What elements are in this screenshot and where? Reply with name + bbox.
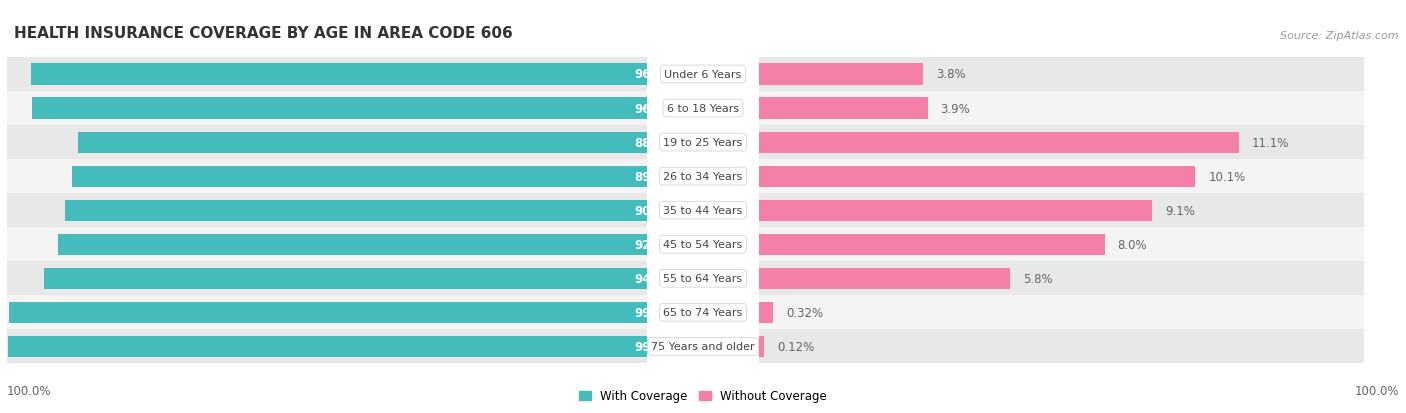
Text: 96.2%: 96.2% — [634, 68, 675, 81]
Bar — [7, 330, 647, 363]
Text: HEALTH INSURANCE COVERAGE BY AGE IN AREA CODE 606: HEALTH INSURANCE COVERAGE BY AGE IN AREA… — [14, 26, 513, 41]
Text: 90.9%: 90.9% — [634, 204, 675, 217]
Bar — [7, 261, 647, 296]
Text: 55 to 64 Years: 55 to 64 Years — [664, 273, 742, 284]
Bar — [79, 132, 647, 153]
Bar — [31, 64, 647, 85]
Bar — [759, 234, 1105, 255]
Text: 0.32%: 0.32% — [786, 306, 823, 319]
Bar — [7, 336, 647, 357]
Bar — [759, 194, 1364, 228]
Bar — [32, 98, 647, 119]
Text: 8.0%: 8.0% — [1118, 238, 1147, 251]
Bar — [759, 98, 928, 119]
Bar — [759, 160, 1364, 194]
Bar — [759, 330, 1364, 363]
Bar — [759, 166, 1195, 187]
Bar — [8, 302, 647, 323]
Text: 96.1%: 96.1% — [634, 102, 675, 115]
Text: 75 Years and older: 75 Years and older — [651, 342, 755, 351]
Bar — [759, 268, 1010, 289]
Bar — [72, 166, 647, 187]
Text: 10.1%: 10.1% — [1208, 170, 1246, 183]
Bar — [65, 200, 647, 221]
Text: 94.2%: 94.2% — [634, 272, 675, 285]
Bar — [759, 200, 1152, 221]
Bar — [7, 160, 647, 194]
Bar — [759, 228, 1364, 261]
Text: 26 to 34 Years: 26 to 34 Years — [664, 172, 742, 182]
Text: 100.0%: 100.0% — [7, 384, 52, 397]
Bar — [759, 296, 1364, 330]
Legend: With Coverage, Without Coverage: With Coverage, Without Coverage — [574, 385, 832, 407]
Text: 9.1%: 9.1% — [1166, 204, 1195, 217]
Text: 3.8%: 3.8% — [936, 68, 966, 81]
Bar — [7, 194, 647, 228]
Bar — [58, 234, 647, 255]
Bar — [7, 92, 647, 126]
Text: 89.9%: 89.9% — [634, 170, 675, 183]
Bar — [7, 296, 647, 330]
Text: Source: ZipAtlas.com: Source: ZipAtlas.com — [1281, 31, 1399, 41]
Text: 99.9%: 99.9% — [634, 340, 675, 353]
Text: 45 to 54 Years: 45 to 54 Years — [664, 240, 742, 249]
Bar — [759, 336, 765, 357]
Bar — [759, 92, 1364, 126]
Text: 6 to 18 Years: 6 to 18 Years — [666, 104, 740, 114]
Text: 35 to 44 Years: 35 to 44 Years — [664, 206, 742, 216]
Bar — [759, 64, 924, 85]
Text: Under 6 Years: Under 6 Years — [665, 70, 741, 80]
Text: 19 to 25 Years: 19 to 25 Years — [664, 138, 742, 148]
Bar — [759, 261, 1364, 296]
Bar — [759, 58, 1364, 92]
Text: 3.9%: 3.9% — [941, 102, 970, 115]
Bar — [759, 126, 1364, 160]
Bar — [7, 228, 647, 261]
Text: 92.0%: 92.0% — [634, 238, 675, 251]
Text: 88.9%: 88.9% — [634, 136, 675, 149]
Text: 5.8%: 5.8% — [1022, 272, 1052, 285]
Bar — [7, 126, 647, 160]
Bar — [7, 58, 647, 92]
Text: 65 to 74 Years: 65 to 74 Years — [664, 308, 742, 318]
Bar — [44, 268, 647, 289]
Text: 0.12%: 0.12% — [778, 340, 814, 353]
Text: 100.0%: 100.0% — [1354, 384, 1399, 397]
Bar — [759, 132, 1239, 153]
Bar — [759, 302, 773, 323]
Text: 11.1%: 11.1% — [1251, 136, 1289, 149]
Text: 99.7%: 99.7% — [634, 306, 675, 319]
